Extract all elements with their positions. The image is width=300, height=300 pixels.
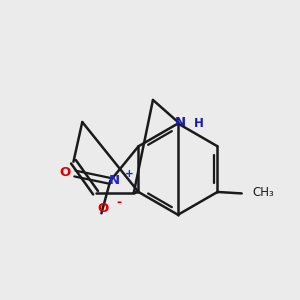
Text: O: O: [97, 202, 109, 215]
Text: H: H: [194, 117, 204, 130]
Text: O: O: [59, 166, 70, 178]
Text: -: -: [116, 196, 121, 208]
Text: N: N: [109, 174, 120, 187]
Text: +: +: [125, 169, 134, 178]
Text: CH₃: CH₃: [253, 186, 274, 199]
Text: N: N: [175, 116, 186, 128]
